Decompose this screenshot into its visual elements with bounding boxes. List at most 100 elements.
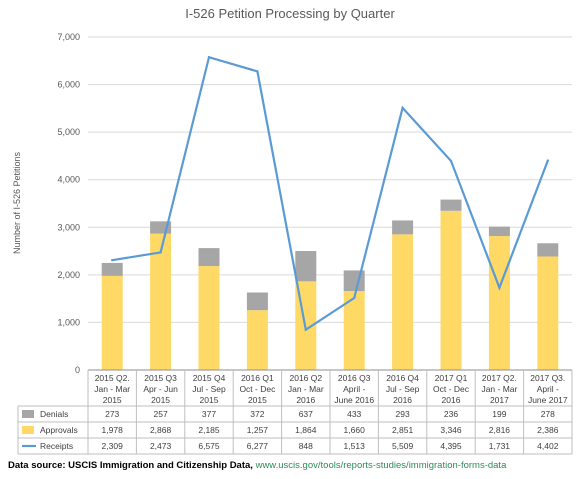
y-tick-label: 5,000 (57, 127, 80, 137)
receipts-point (449, 159, 453, 163)
y-tick-label: 2,000 (57, 270, 80, 280)
approvals-bar (440, 210, 462, 370)
category-label: 2015 Q2. (95, 373, 130, 383)
category-label: 2017 Q1 (435, 373, 468, 383)
receipts-line (111, 55, 549, 332)
y-tick-label: 4,000 (57, 175, 80, 185)
chart-title: I-526 Petition Processing by Quarter (185, 6, 395, 21)
table-cell-value: 1,257 (247, 425, 269, 435)
data-source-note: Data source: USCIS Immigration and Citiz… (8, 460, 506, 471)
approvals-bar (537, 256, 559, 370)
category-label: 2016 Q2 (289, 373, 322, 383)
y-axis-label: Number of I-526 Petitions (12, 151, 22, 254)
category-label: Jul - Sep (192, 384, 226, 394)
receipts-point (498, 286, 501, 289)
table-cell-value: 2,185 (198, 425, 220, 435)
category-label: 2015 (200, 395, 219, 405)
denials-bar (101, 262, 123, 276)
y-tick-label: 3,000 (57, 222, 80, 232)
category-label: 2016 (442, 395, 461, 405)
category-label: Jan - Mar (94, 384, 130, 394)
approvals-bar (246, 310, 268, 370)
table-cell-value: 1,864 (295, 425, 317, 435)
receipts-point (159, 251, 162, 254)
category-label: Apr - Jun (143, 384, 178, 394)
table-cell-value: 6,575 (198, 441, 220, 451)
category-label: Oct - Dec (239, 384, 276, 394)
table-cell-value: 199 (492, 409, 506, 419)
approvals-bar (101, 275, 123, 370)
table-cell-value: 433 (347, 409, 361, 419)
receipts-point (111, 258, 114, 262)
category-label: April - (537, 384, 559, 394)
category-label: June 2016 (334, 395, 374, 405)
category-label: Jan - Mar (288, 384, 324, 394)
denials-bar (537, 243, 559, 257)
legend-label: Denials (40, 409, 68, 419)
y-axis-ticks: 0 1,000 2,000 3,000 4,000 5,000 6,000 7,000 (57, 32, 80, 375)
legend-label: Receipts (40, 441, 73, 451)
y-tick-label: 0 (75, 365, 80, 375)
table-cell-value: 372 (250, 409, 264, 419)
table-cell-value: 273 (105, 409, 119, 419)
table-cell-value: 848 (299, 441, 313, 451)
table-cell-value: 4,402 (537, 441, 559, 451)
table-cell-value: 6,277 (247, 441, 269, 451)
table-cell-value: 2,309 (102, 441, 124, 451)
table-cell-value: 5,509 (392, 441, 414, 451)
category-label: 2017 (490, 395, 509, 405)
receipts-point (353, 296, 356, 300)
category-label: Jul - Sep (386, 384, 420, 394)
category-label: 2015 Q4 (193, 373, 226, 383)
table-cell-value: 1,978 (102, 425, 124, 435)
table-cell-value: 377 (202, 409, 216, 419)
category-label: June 2017 (528, 395, 568, 405)
receipts-point (256, 70, 259, 73)
table-cell-value: 637 (299, 409, 313, 419)
data-source-link[interactable]: www.uscis.gov/tools/reports-studies/immi… (255, 460, 507, 471)
approvals-bar (488, 236, 510, 370)
table-cell-value: 278 (541, 409, 555, 419)
category-label: 2017 Q2. (482, 373, 517, 383)
table-cell-value: 236 (444, 409, 458, 419)
y-tick-label: 7,000 (57, 32, 80, 42)
legend-key-approvals (22, 426, 34, 434)
approvals-bar (198, 266, 220, 370)
category-label: 2015 (103, 395, 122, 405)
table-cell-value: 257 (154, 409, 168, 419)
bars (101, 199, 559, 370)
receipts-series-line (112, 55, 549, 332)
table-cell-value: 2,868 (150, 425, 172, 435)
table-cell-value: 293 (396, 409, 410, 419)
receipts-point (401, 106, 404, 110)
table-cell-value: 1,513 (344, 441, 366, 451)
denials-bar (295, 251, 317, 282)
category-label: 2016 Q1 (241, 373, 274, 383)
table-cell-value: 2,816 (489, 425, 511, 435)
data-source-label: Data source: USCIS Immigration and Citiz… (8, 460, 253, 471)
category-label: April - (343, 384, 365, 394)
y-tick-label: 6,000 (57, 80, 80, 90)
legend-key-denials (22, 410, 34, 418)
category-label: Oct - Dec (433, 384, 470, 394)
approvals-bar (343, 291, 365, 370)
table-cell-value: 2,473 (150, 441, 172, 451)
approvals-bar (392, 234, 414, 370)
denials-bar (198, 248, 220, 267)
category-label: 2016 Q3 (338, 373, 371, 383)
category-label: 2017 Q3. (530, 373, 565, 383)
approvals-bar (150, 233, 172, 370)
table-cell-value: 1,660 (344, 425, 366, 435)
denials-bar (246, 292, 268, 311)
category-label: 2015 (151, 395, 170, 405)
category-label: Jan - Mar (481, 384, 517, 394)
category-label: 2016 (296, 395, 315, 405)
category-label: 2015 Q3 (144, 373, 177, 383)
table-cell-value: 4,395 (440, 441, 462, 451)
category-label: 2016 Q4 (386, 373, 419, 383)
table-cell-value: 2,386 (537, 425, 559, 435)
table-cell-value: 2,851 (392, 425, 414, 435)
